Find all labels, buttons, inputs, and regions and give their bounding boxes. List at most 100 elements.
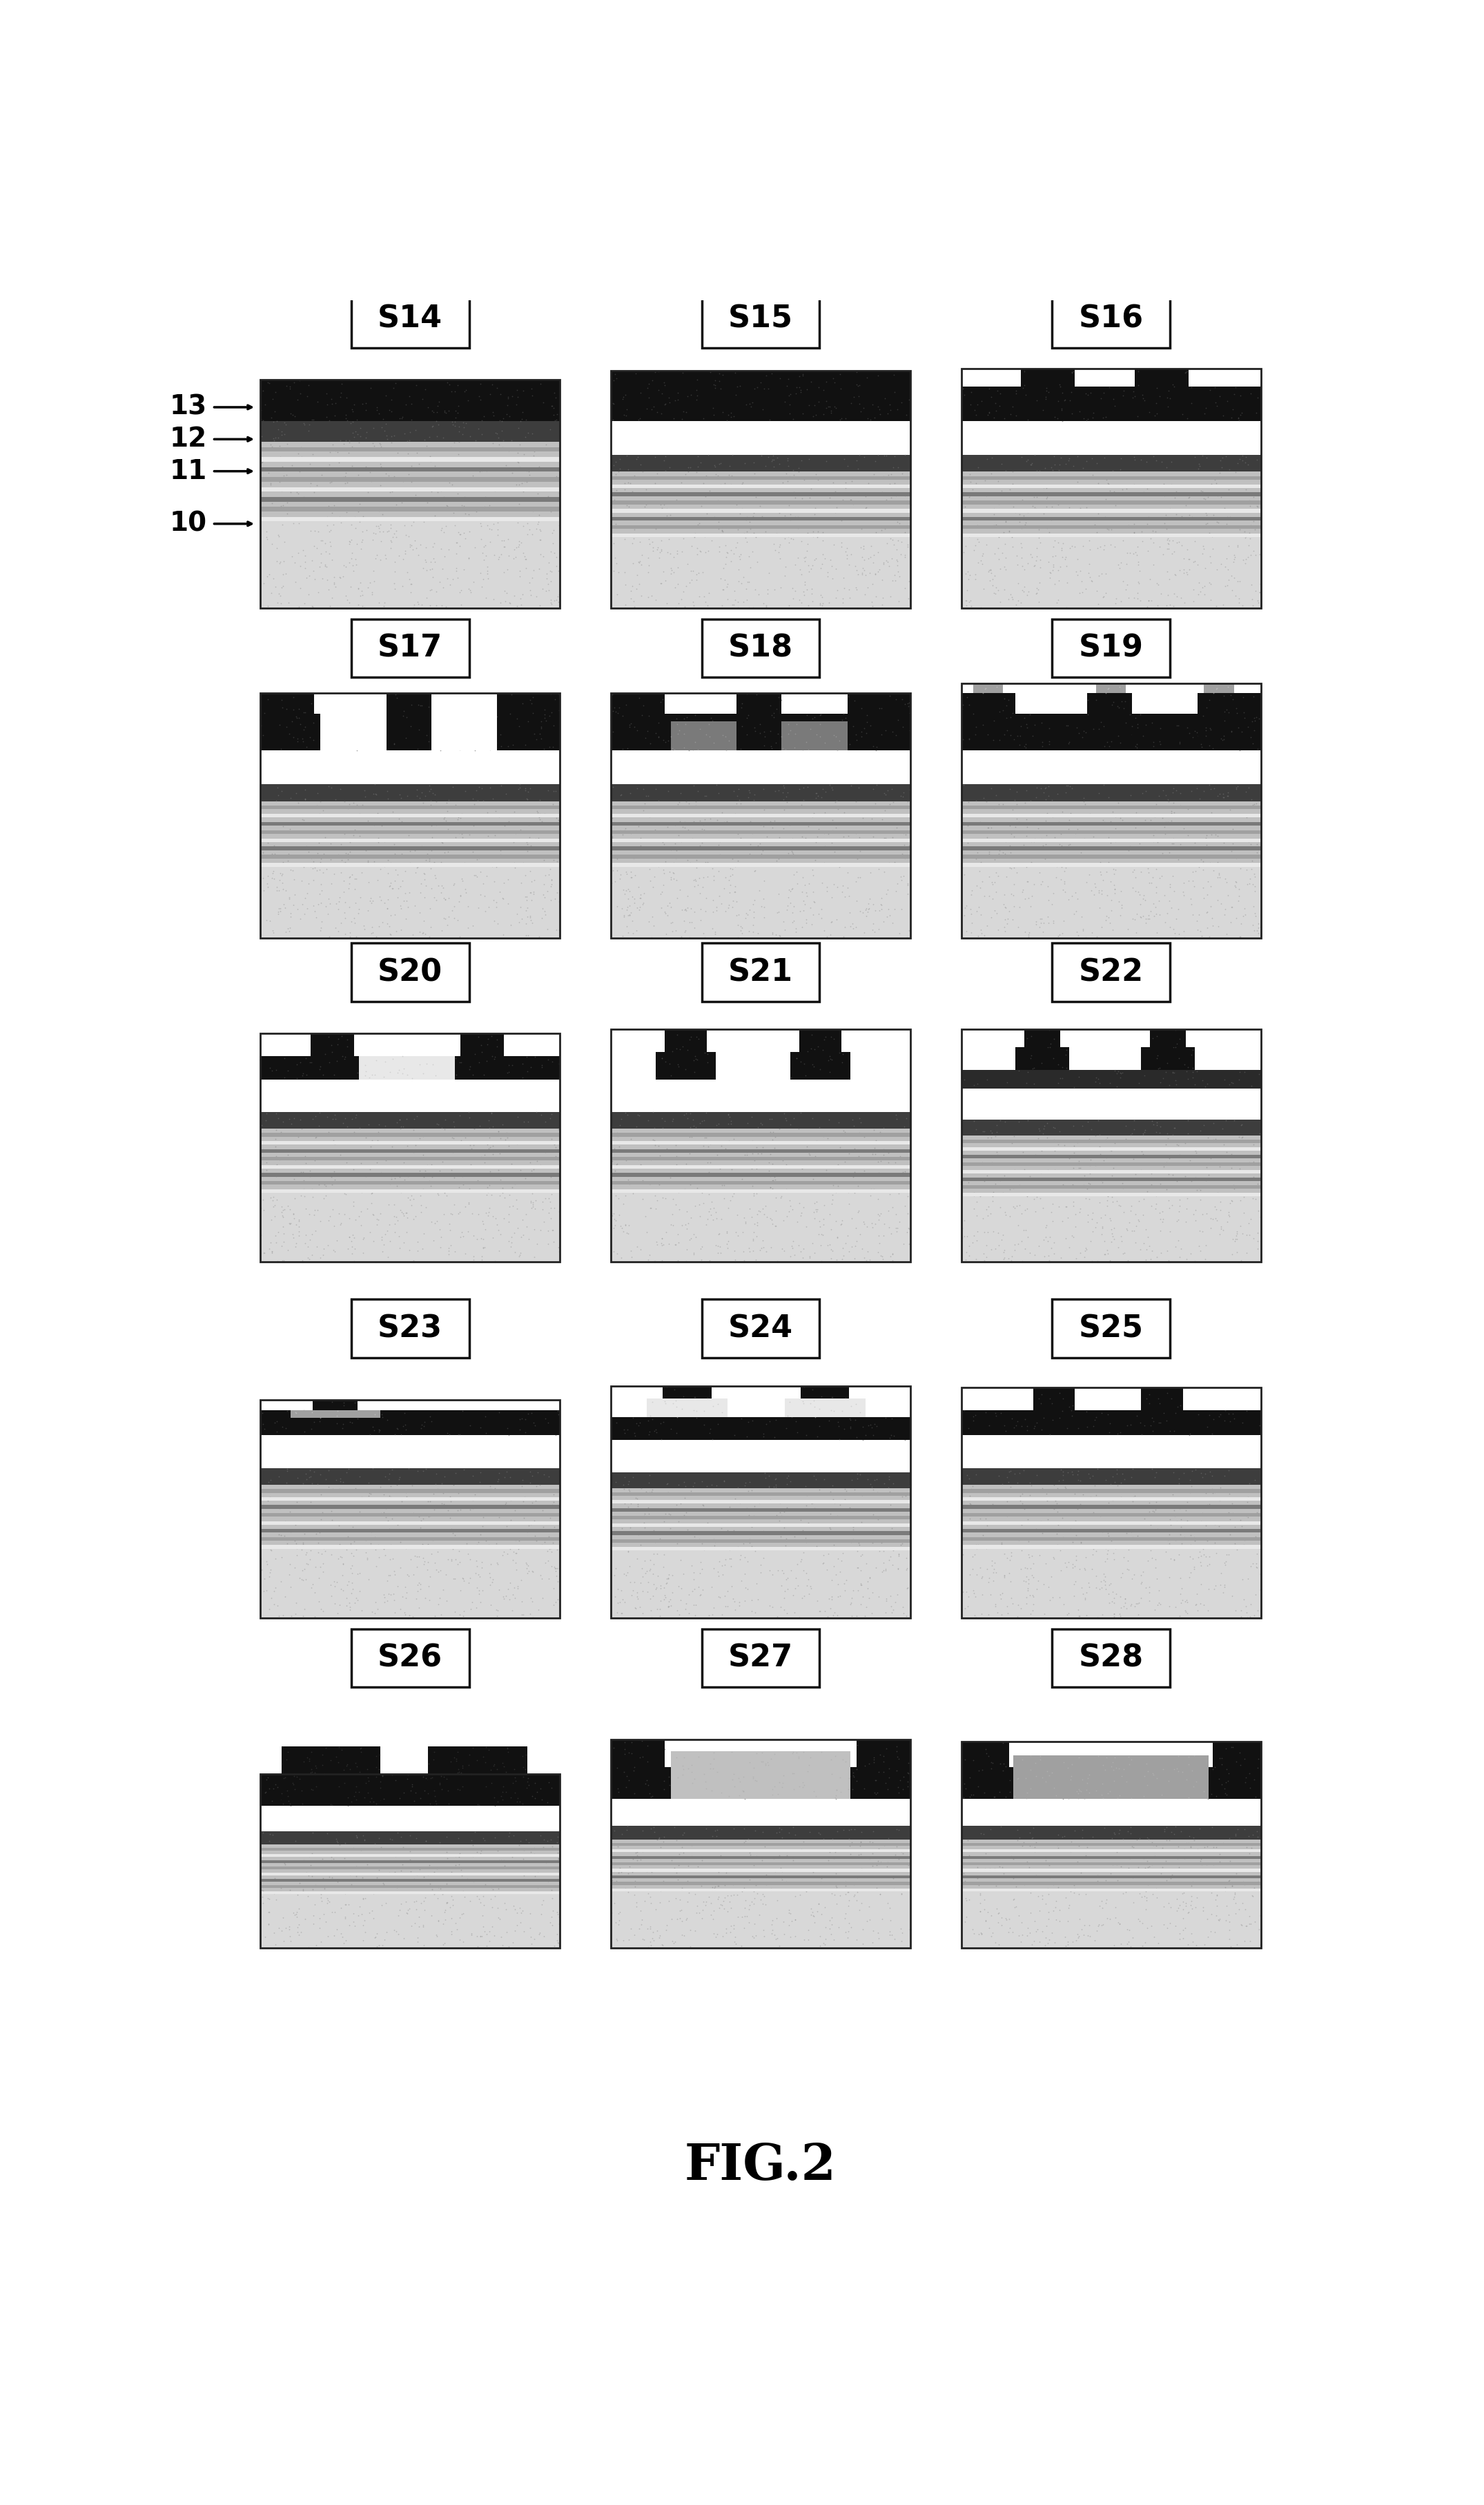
Point [837,1904,861,1944]
Point [1181,1766,1205,1806]
Point [294,1866,318,1906]
Point [708,1150,732,1190]
Point [623,1836,647,1876]
Point [637,1100,660,1140]
Point [389,909,413,949]
Point [282,1097,306,1137]
Point [389,1107,413,1147]
Point [736,1889,760,1929]
Point [1017,1571,1040,1611]
Point [496,726,519,767]
Point [1082,1528,1106,1568]
Point [294,1142,318,1182]
Point [368,849,392,889]
Point [1011,1473,1034,1513]
Point [407,1230,430,1270]
Point [867,1751,890,1791]
Point [1158,1240,1181,1280]
Point [794,872,818,912]
Point [519,514,543,554]
Point [1208,1215,1232,1255]
Point [758,1100,782,1140]
Point [821,1165,844,1205]
Point [699,1743,723,1784]
Point [407,1450,430,1490]
Point [1220,1483,1244,1523]
Point [1031,1220,1055,1260]
Point [610,729,634,769]
Point [706,1556,730,1596]
Point [895,917,919,957]
Point [867,1200,890,1240]
Point [264,541,288,581]
Point [1177,1891,1201,1931]
Point [325,1861,349,1901]
Point [994,1899,1018,1939]
Point [309,1874,332,1914]
Point [518,1450,542,1490]
Point [1067,1450,1091,1490]
Point [666,1566,690,1606]
Bar [260,714,559,751]
Point [607,1521,631,1561]
Point [344,1779,368,1819]
Point [865,1460,889,1500]
Point [1015,1916,1039,1956]
Point [539,1869,562,1909]
Point [398,413,421,453]
Point [1012,709,1036,749]
Point [503,847,527,887]
Point [1086,872,1110,912]
Point [993,1230,1017,1270]
Point [879,386,902,426]
Point [629,1904,653,1944]
Point [709,1165,733,1205]
Point [643,1811,666,1851]
Point [447,433,470,473]
Point [743,1811,767,1851]
Point [451,1165,475,1205]
Point [518,817,542,857]
Point [782,887,806,927]
Point [1129,438,1153,478]
Point [1141,857,1165,897]
Point [506,1779,530,1819]
Point [392,882,416,922]
Point [1002,1408,1025,1448]
Point [965,1220,988,1260]
Point [335,1849,359,1889]
Point [280,849,304,889]
Point [508,1781,531,1821]
Point [1144,1102,1168,1142]
Bar [611,526,910,529]
Point [751,1511,775,1551]
Point [542,1222,565,1263]
Point [414,488,438,529]
Point [1022,1921,1046,1961]
Point [703,1170,727,1210]
Point [1060,351,1083,391]
Point [801,481,825,521]
Bar [260,1861,559,1864]
Point [865,534,889,574]
Point [981,1553,1005,1593]
Point [881,782,905,822]
Point [1055,561,1079,601]
Point [738,1518,761,1558]
Point [367,1045,390,1085]
Point [650,1217,674,1258]
Point [849,892,873,932]
Point [721,1120,745,1160]
Point [490,1105,513,1145]
Point [994,857,1018,897]
Point [789,1829,813,1869]
Point [367,822,390,862]
Point [364,1736,387,1776]
Point [841,1105,865,1145]
Point [1158,378,1181,418]
Point [270,471,294,511]
Point [876,541,899,581]
Point [616,1531,640,1571]
Bar [260,476,559,481]
Point [470,1240,494,1280]
